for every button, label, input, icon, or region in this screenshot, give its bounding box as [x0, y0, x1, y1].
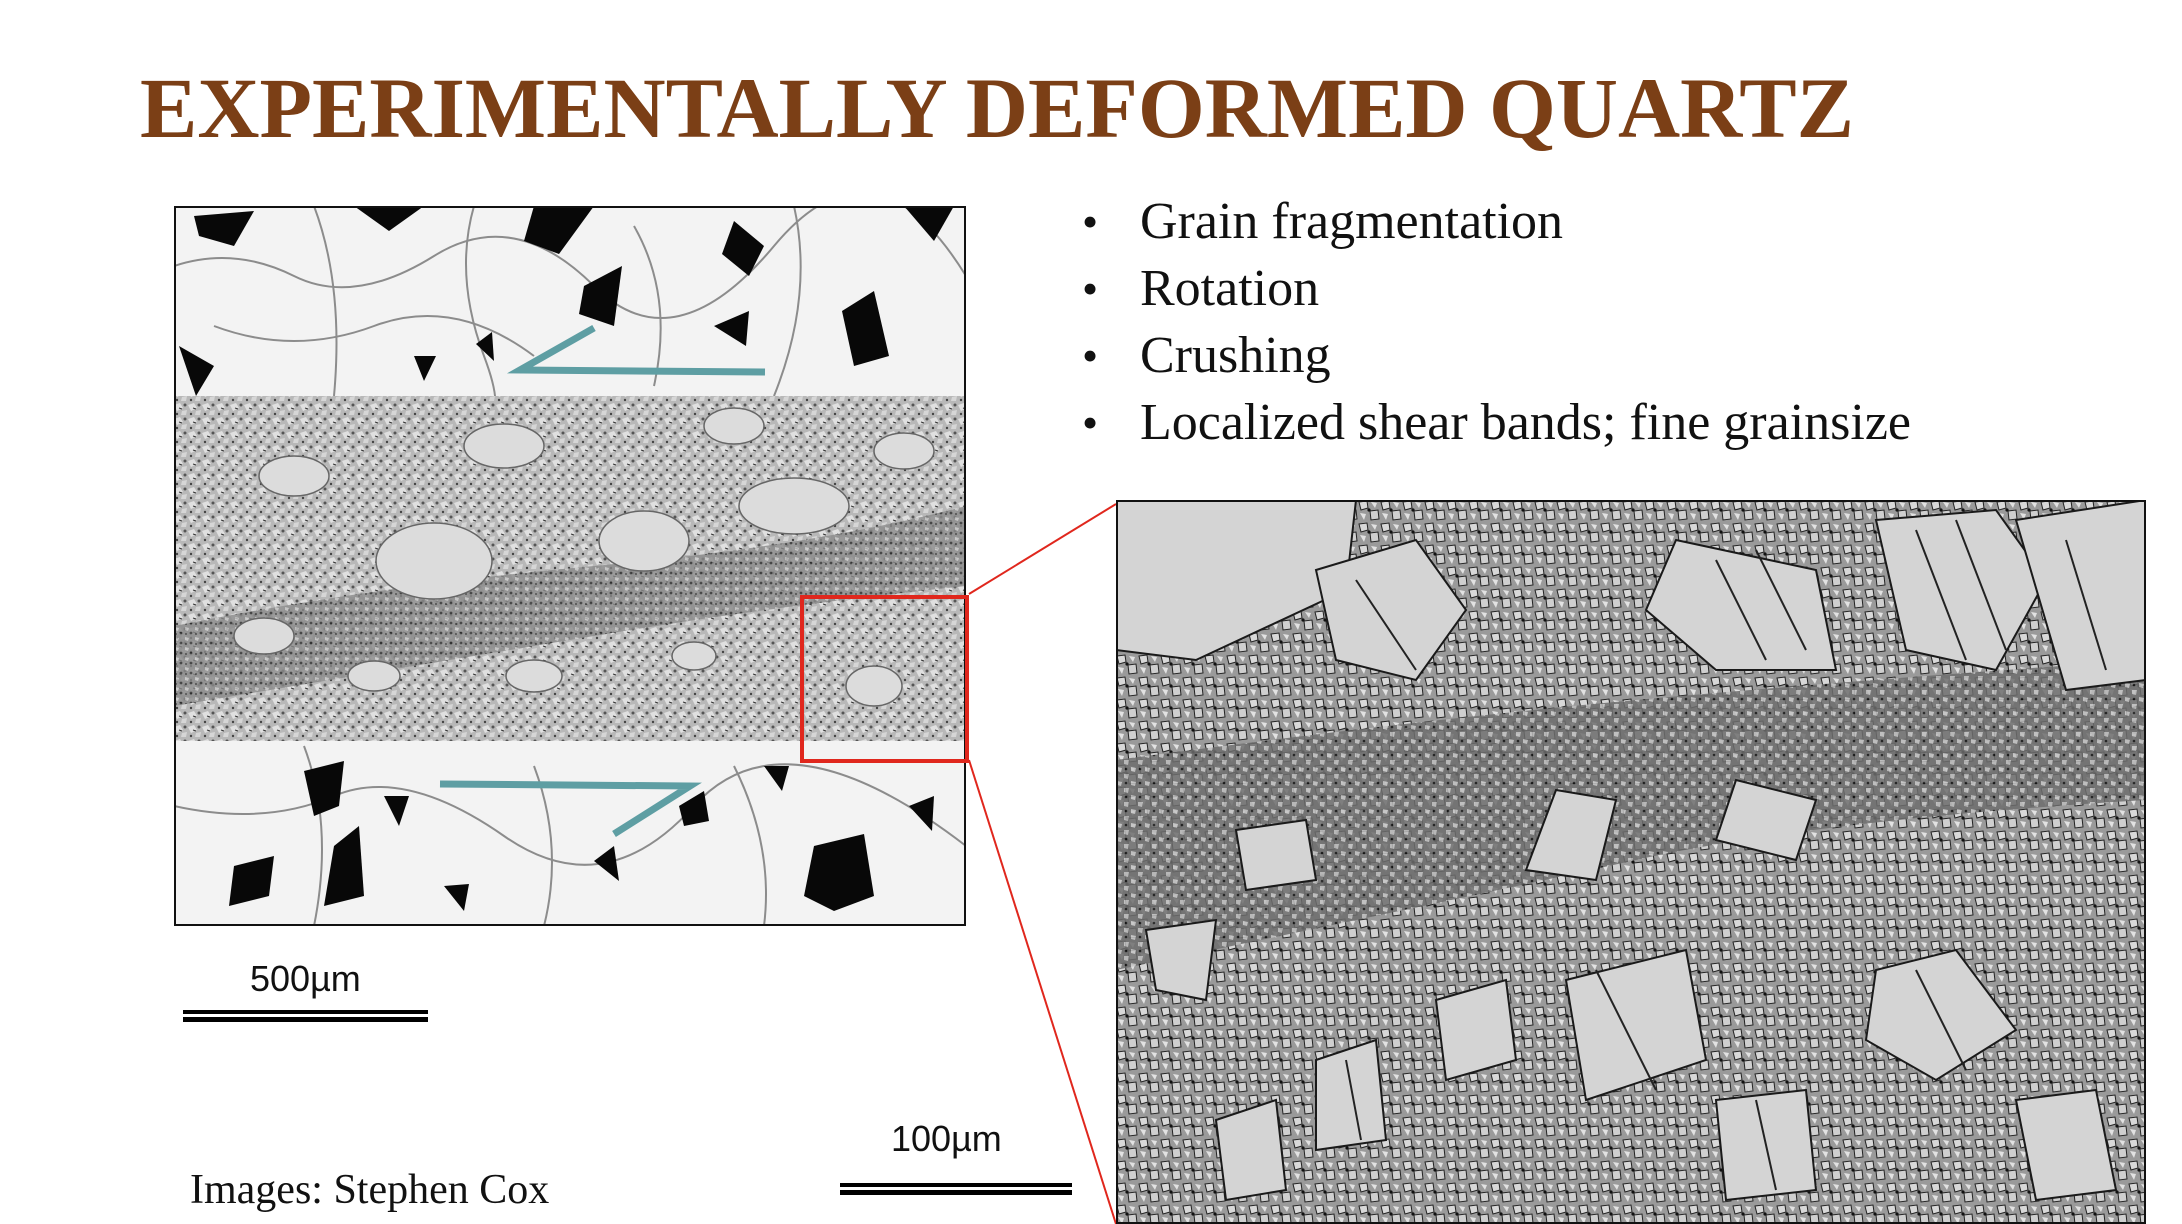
lower-shear-arrow: [439, 780, 702, 837]
scale-label-500: 500µm: [250, 958, 361, 999]
zoom-micrograph: [1116, 500, 2146, 1224]
image-credit: Images: Stephen Cox: [190, 1167, 550, 1213]
scale-label-100: 100µm: [891, 1118, 1002, 1159]
scale-bar-500: [183, 1010, 428, 1022]
zoom-connector-top: [968, 503, 1117, 595]
bullet-item: Grain fragmentation: [1068, 188, 1911, 255]
zoom-connector-bottom: [968, 759, 1117, 1224]
bullet-item: Crushing: [1068, 322, 1911, 389]
scale-bar-100: [840, 1183, 1072, 1195]
bullet-item: Localized shear bands; fine grainsize: [1068, 389, 1911, 456]
bullet-list: Grain fragmentation Rotation Crushing Lo…: [1068, 188, 1911, 456]
slide-title: EXPERIMENTALLY DEFORMED QUARTZ: [140, 60, 1854, 156]
bullet-item: Rotation: [1068, 255, 1911, 322]
zoom-region-box: [800, 595, 969, 763]
upper-shear-arrow: [506, 324, 766, 376]
overview-micrograph: [174, 206, 966, 926]
